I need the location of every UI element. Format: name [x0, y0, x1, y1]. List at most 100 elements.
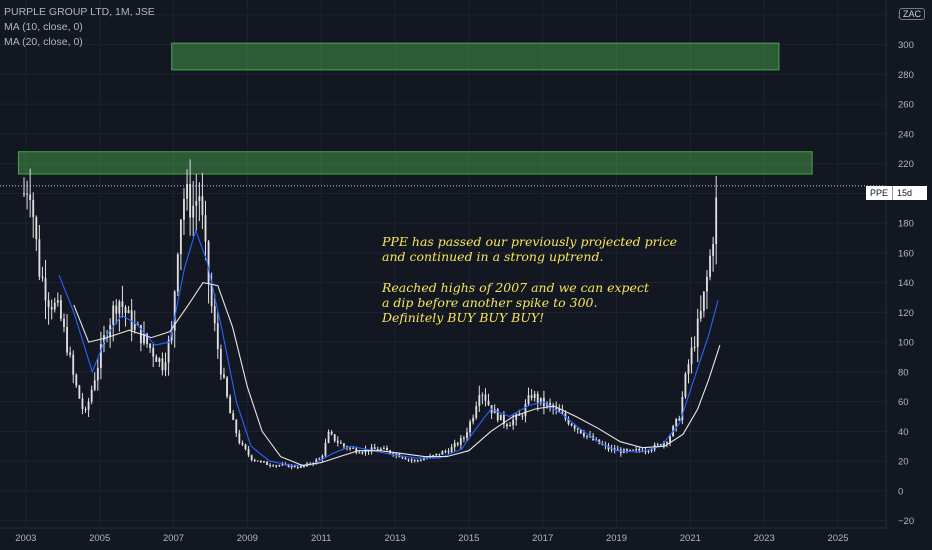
x-tick-label: 2009: [237, 533, 258, 544]
x-axis-pane: [0, 528, 932, 550]
candle-body: [502, 414, 505, 425]
candle-body: [441, 451, 444, 455]
candle-body: [146, 333, 148, 344]
candle-body: [687, 364, 690, 374]
candle-body: [176, 254, 179, 292]
candle-body: [327, 431, 330, 443]
candle-body: [472, 417, 475, 422]
candle-body: [50, 307, 53, 310]
candle-body: [259, 461, 262, 463]
candle-body: [41, 276, 44, 279]
candle-body: [189, 184, 192, 218]
candle-body: [681, 396, 684, 421]
candle-body: [72, 354, 75, 375]
currency-badge[interactable]: ZAC: [899, 8, 925, 20]
candle-body: [626, 449, 628, 451]
candle-body: [419, 460, 422, 462]
x-tick-label: 2013: [384, 533, 405, 544]
candle-body: [478, 395, 481, 406]
price-tag-symbol: PPE: [870, 188, 889, 198]
candle-body: [296, 467, 299, 469]
candle-body: [638, 449, 641, 451]
candle-body: [475, 405, 478, 418]
candle-body: [355, 448, 358, 453]
y-axis-pane: [886, 0, 932, 550]
price-tag: PPE 15d 7h: [866, 186, 927, 212]
candle-body: [158, 358, 161, 363]
x-tick-label: 2005: [89, 533, 110, 544]
candle-body: [607, 445, 610, 450]
candle-body: [99, 344, 102, 368]
x-tick-label: 2023: [754, 533, 775, 544]
moving-averages: [58, 228, 721, 467]
candle-body: [376, 449, 379, 451]
y-tick-label: 160: [898, 248, 914, 259]
annotation-line: PPE has passed our previously projected …: [382, 234, 677, 249]
candle-body: [47, 300, 50, 308]
candle-body: [127, 310, 130, 314]
candle-body: [321, 455, 324, 459]
candle-body: [386, 448, 388, 451]
candle-body: [555, 408, 558, 410]
candle-body: [121, 301, 124, 308]
candle-body: [549, 402, 551, 406]
y-tick-label: 220: [898, 159, 914, 170]
x-tick-label: 2017: [532, 533, 553, 544]
candle-body: [453, 443, 456, 448]
candle-body: [343, 443, 345, 447]
candle-body: [290, 465, 293, 468]
candle-body: [226, 377, 228, 397]
candle-body: [59, 300, 62, 319]
candle-body: [678, 418, 681, 421]
candle-body: [173, 291, 176, 331]
candle-body: [410, 459, 413, 461]
candle-body: [530, 395, 533, 398]
candle-body: [635, 449, 638, 451]
candle-body: [287, 464, 290, 468]
candle-body: [183, 198, 185, 220]
candle-body: [164, 362, 167, 371]
candle-body: [669, 436, 671, 443]
annotation-text[interactable]: PPE has passed our previously projected …: [382, 234, 677, 325]
resistance-zones: [17, 42, 813, 175]
candle-body: [66, 326, 68, 353]
x-tick-label: 2015: [458, 533, 479, 544]
candle-body: [26, 193, 28, 195]
candle-body: [87, 401, 90, 410]
candle-body: [238, 433, 241, 444]
candle-body: [582, 433, 585, 437]
candle-body: [499, 414, 502, 421]
candle-body: [647, 451, 650, 453]
candle-body: [84, 409, 87, 411]
candle-body: [435, 453, 438, 456]
legend-title[interactable]: PURPLE GROUP LTD, 1M, JSE: [4, 6, 155, 18]
candle-body: [567, 418, 570, 424]
candle-body: [210, 284, 213, 307]
candle-body: [235, 419, 238, 434]
candle-body: [715, 197, 718, 245]
candle-body: [533, 393, 536, 398]
candle-body: [315, 459, 318, 464]
candle-body: [629, 449, 631, 451]
candle-body: [293, 465, 296, 468]
candle-body: [527, 395, 530, 404]
candle-body: [702, 291, 705, 312]
y-tick-label: 120: [898, 308, 914, 319]
candle-body: [330, 431, 333, 435]
candle-body: [63, 318, 65, 327]
candle-body: [56, 300, 59, 303]
candle-body: [416, 460, 419, 462]
candle-body: [373, 447, 376, 450]
x-tick-label: 2019: [606, 533, 627, 544]
candle-body: [598, 439, 601, 444]
candle-body: [407, 459, 410, 461]
candle-body: [152, 348, 155, 357]
candle-body: [447, 451, 450, 453]
legend-ma10[interactable]: MA (10, close, 0): [4, 21, 83, 33]
y-tick-label: 180: [898, 219, 914, 230]
legend-ma20[interactable]: MA (20, close, 0): [4, 36, 83, 48]
candle-body: [143, 333, 145, 344]
candle-body: [712, 244, 715, 256]
candle-body: [459, 438, 462, 445]
